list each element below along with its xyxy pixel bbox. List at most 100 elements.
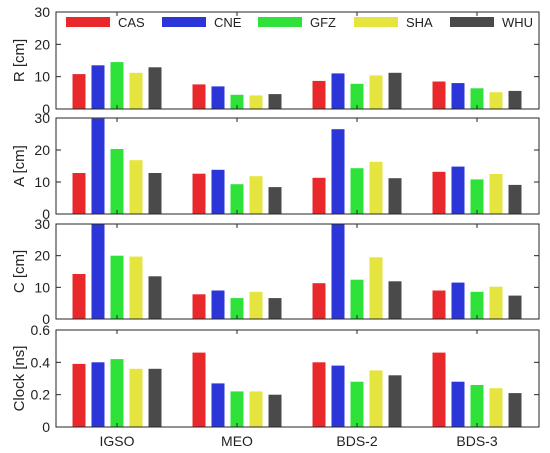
bar-1-sha-3 (489, 174, 503, 214)
bar-3-cne-0 (91, 362, 105, 427)
bar-0-sha-0 (129, 72, 143, 109)
bar-1-cas-3 (432, 171, 446, 214)
bar-2-gfz-2 (350, 279, 364, 319)
bar-2-sha-2 (369, 257, 383, 320)
bar-2-sha-1 (249, 291, 263, 319)
bar-0-whu-2 (388, 72, 402, 109)
ytick-label-1-0: 0 (42, 206, 50, 222)
ytick-label-2-1: 10 (34, 279, 50, 295)
bar-2-cne-0 (91, 224, 105, 319)
legend-swatch-whu (450, 17, 494, 27)
panel-frame-3 (55, 329, 540, 428)
bar-3-whu-1 (268, 394, 282, 427)
ytick-label-1-2: 20 (34, 142, 50, 158)
category-label-1: MEO (221, 433, 253, 449)
bar-3-cas-2 (312, 362, 326, 427)
ylabel-3: Clock [ns] (11, 346, 28, 412)
bar-0-gfz-1 (230, 94, 244, 109)
bar-0-whu-0 (148, 67, 162, 109)
bar-3-cas-0 (72, 363, 86, 427)
panel-frame-0 (55, 11, 540, 110)
bar-0-cne-3 (451, 83, 465, 109)
bar-1-sha-0 (129, 160, 143, 214)
ytick-label-2-3: 30 (34, 216, 50, 232)
bar-2-cne-3 (451, 282, 465, 319)
bar-0-sha-1 (249, 95, 263, 109)
legend-label-whu: WHU (502, 15, 533, 30)
bar-0-gfz-2 (350, 83, 364, 109)
bar-3-gfz-2 (350, 381, 364, 427)
ylabel-2: C [cm] (11, 250, 28, 293)
bar-1-gfz-3 (470, 179, 484, 214)
bar-0-gfz-0 (110, 62, 124, 109)
bar-3-sha-1 (249, 391, 263, 427)
bar-2-whu-3 (508, 295, 522, 319)
bar-3-cne-3 (451, 381, 465, 427)
ytick-label-3-2: 0.4 (31, 354, 51, 370)
bar-0-cne-0 (91, 65, 105, 109)
bar-1-cne-2 (331, 129, 345, 214)
ylabel-0: R [cm] (11, 39, 28, 82)
bar-2-sha-3 (489, 286, 503, 319)
ytick-label-1-3: 30 (34, 110, 50, 126)
legend-label-cne: CNE (214, 15, 242, 30)
bar-1-cne-0 (91, 118, 105, 214)
bar-3-gfz-0 (110, 359, 124, 427)
bar-3-whu-2 (388, 375, 402, 427)
bar-1-whu-3 (508, 184, 522, 214)
ytick-label-3-3: 0.6 (31, 322, 51, 338)
bar-2-sha-0 (129, 256, 143, 319)
bar-2-cne-2 (331, 224, 345, 319)
bar-3-cne-1 (211, 383, 225, 427)
panel-frame-2 (55, 223, 540, 320)
legend-label-sha: SHA (406, 15, 433, 30)
bar-0-cne-2 (331, 73, 345, 109)
bar-3-gfz-1 (230, 391, 244, 427)
bar-0-sha-3 (489, 92, 503, 109)
ytick-label-3-1: 0.2 (31, 387, 51, 403)
legend-label-cas: CAS (118, 15, 145, 30)
bar-1-sha-1 (249, 176, 263, 214)
ytick-label-3-0: 0 (42, 419, 50, 435)
bar-2-gfz-1 (230, 298, 244, 319)
bar-3-whu-3 (508, 393, 522, 427)
ytick-label-2-2: 20 (34, 248, 50, 264)
bar-1-whu-1 (268, 187, 282, 214)
legend-swatch-sha (354, 17, 398, 27)
legend-swatch-cne (162, 17, 206, 27)
legend-swatch-gfz (258, 17, 302, 27)
ylabel-1: A [cm] (11, 145, 28, 187)
ytick-label-2-0: 0 (42, 311, 50, 327)
bar-1-gfz-2 (350, 168, 364, 214)
category-label-2: BDS-2 (336, 433, 377, 449)
legend-label-gfz: GFZ (310, 15, 336, 30)
bar-0-cas-2 (312, 80, 326, 109)
bar-2-cas-2 (312, 283, 326, 319)
bar-3-sha-0 (129, 368, 143, 427)
bar-3-sha-2 (369, 370, 383, 427)
legend-swatch-cas (66, 17, 110, 27)
bar-2-whu-1 (268, 298, 282, 319)
bar-1-cas-2 (312, 177, 326, 214)
bar-0-cas-3 (432, 81, 446, 109)
bar-2-gfz-3 (470, 291, 484, 319)
bar-0-cne-1 (211, 86, 225, 109)
category-label-3: BDS-3 (456, 433, 497, 449)
ytick-label-0-1: 10 (34, 69, 50, 85)
bar-0-whu-3 (508, 90, 522, 109)
bar-3-whu-0 (148, 368, 162, 427)
bar-1-sha-2 (369, 161, 383, 214)
bar-1-cas-0 (72, 173, 86, 214)
category-label-0: IGSO (99, 433, 134, 449)
bar-1-whu-2 (388, 178, 402, 214)
ytick-label-0-0: 0 (42, 101, 50, 117)
bar-3-cne-2 (331, 365, 345, 427)
bar-2-cas-0 (72, 274, 86, 319)
bar-0-cas-0 (72, 74, 86, 109)
bar-2-whu-0 (148, 276, 162, 320)
bar-1-cas-1 (192, 173, 206, 214)
bar-2-cne-1 (211, 290, 225, 319)
bar-3-cas-1 (192, 352, 206, 427)
bar-0-cas-1 (192, 84, 206, 109)
